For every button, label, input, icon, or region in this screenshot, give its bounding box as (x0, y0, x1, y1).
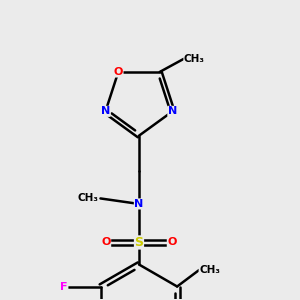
Text: CH₃: CH₃ (199, 265, 220, 275)
Text: CH₃: CH₃ (77, 194, 98, 203)
Text: N: N (134, 199, 144, 209)
Text: O: O (101, 238, 111, 248)
Text: N: N (168, 106, 177, 116)
Text: F: F (60, 281, 68, 292)
Text: S: S (134, 236, 143, 249)
Text: O: O (167, 238, 177, 248)
Text: CH₃: CH₃ (184, 54, 205, 64)
Text: N: N (101, 106, 110, 116)
Text: O: O (114, 67, 123, 77)
